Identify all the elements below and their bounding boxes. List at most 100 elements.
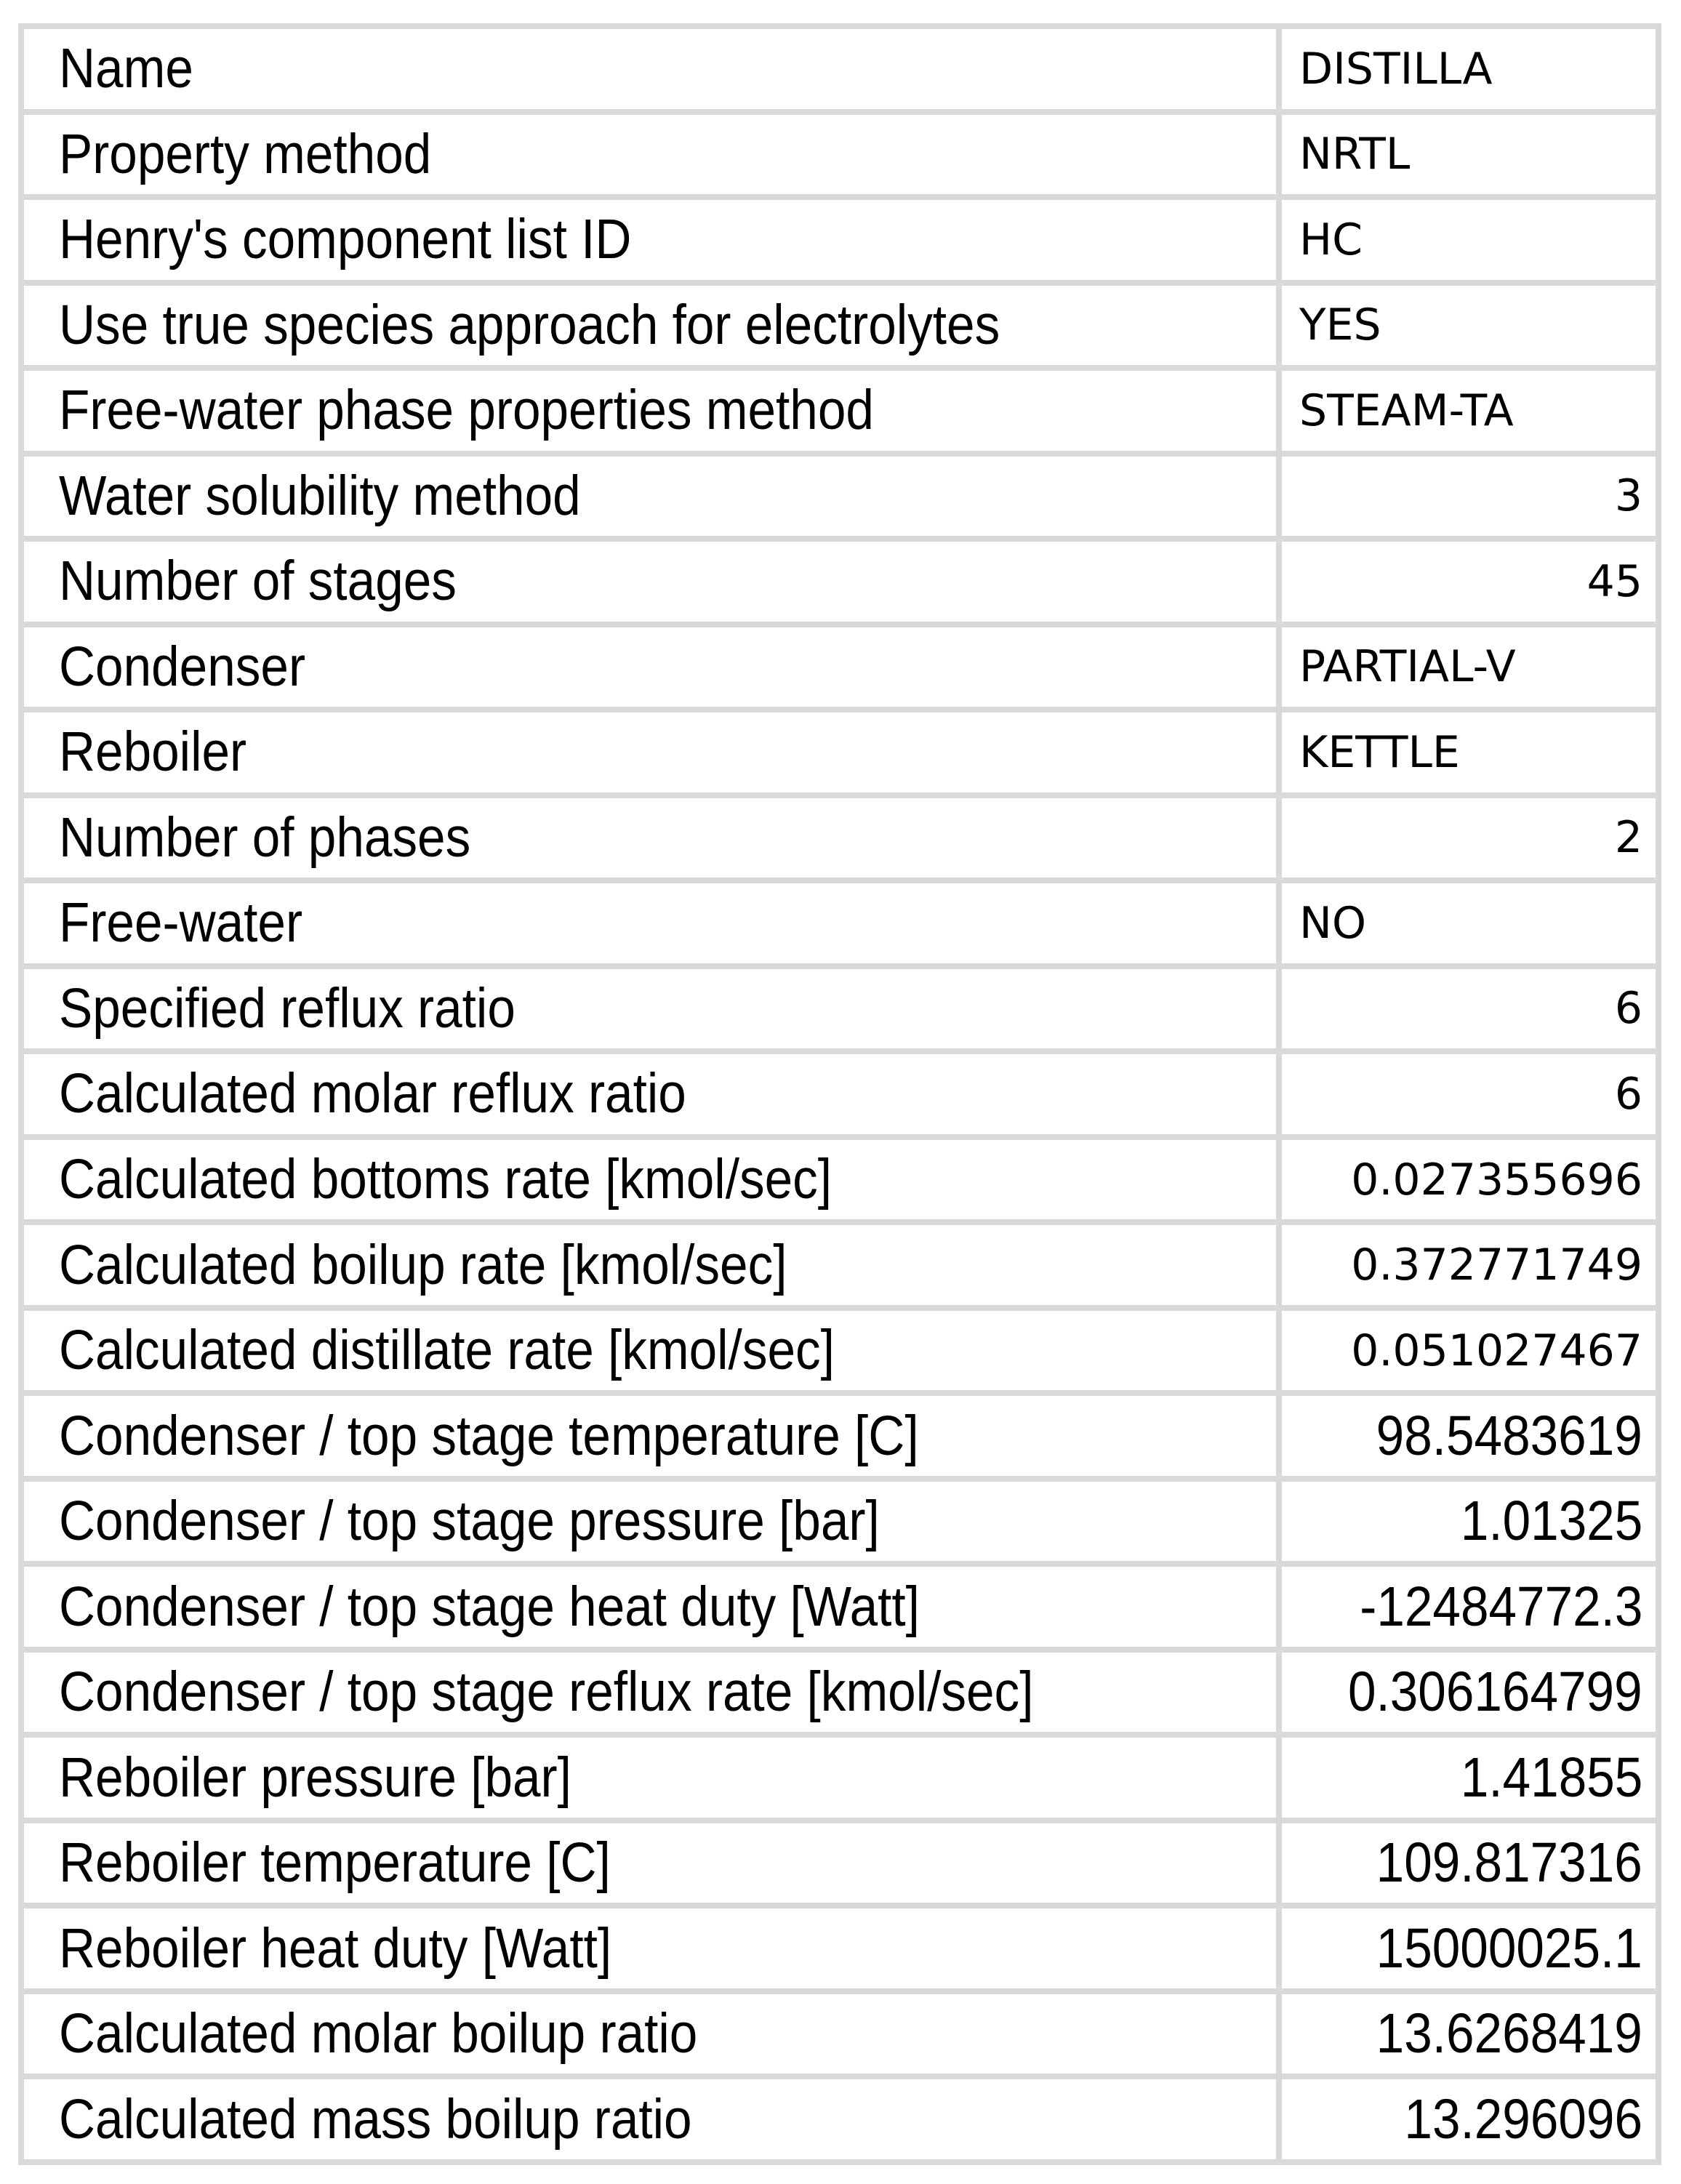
property-value-cell: 15000025.1	[1282, 1908, 1656, 1988]
property-value-cell: 6	[1282, 1054, 1656, 1134]
property-label-cell: Condenser / top stage temperature [C]	[24, 1396, 1276, 1476]
property-value-cell: 13.6268419	[1282, 1994, 1656, 2074]
property-value: 1.41855	[1460, 1746, 1642, 1809]
property-value: HC	[1299, 214, 1363, 265]
property-value: YES	[1299, 300, 1381, 351]
property-value: 98.5483619	[1376, 1404, 1642, 1467]
property-value-cell: -12484772.3	[1282, 1567, 1656, 1647]
property-label: Condenser / top stage heat duty [Watt]	[59, 1575, 920, 1638]
property-value-cell: 13.296096	[1282, 2079, 1656, 2159]
property-label-cell: Calculated distillate rate [kmol/sec]	[24, 1310, 1276, 1391]
property-label-cell: Calculated bottoms rate [kmol/sec]	[24, 1139, 1276, 1220]
property-label-cell: Free-water	[24, 883, 1276, 963]
property-value-cell: 1.01325	[1282, 1481, 1656, 1562]
property-label: Calculated mass boilup ratio	[59, 2087, 692, 2151]
property-value: 109.817316	[1376, 1831, 1642, 1895]
property-label: Reboiler pressure [bar]	[59, 1746, 571, 1809]
property-label: Free-water phase properties method	[59, 379, 874, 442]
property-label-cell: Name	[24, 29, 1276, 109]
property-label-cell: Reboiler	[24, 712, 1276, 792]
property-label: Free-water	[59, 891, 303, 955]
property-value-cell: 0.372771749	[1282, 1225, 1656, 1305]
property-label-cell: Specified reflux ratio	[24, 968, 1276, 1049]
properties-table: Name DISTILLA Property method NRTL Henry…	[18, 23, 1661, 2165]
property-value: 15000025.1	[1376, 1916, 1642, 1980]
property-value: 6	[1614, 983, 1642, 1035]
property-value-cell: 2	[1282, 798, 1656, 878]
property-value-cell: NRTL	[1282, 114, 1656, 195]
property-value-cell: KETTLE	[1282, 712, 1656, 792]
property-value: 13.296096	[1404, 2087, 1642, 2151]
property-value: 1.01325	[1460, 1490, 1642, 1553]
property-value-cell: DISTILLA	[1282, 29, 1656, 109]
property-label-cell: Number of stages	[24, 542, 1276, 622]
property-label: Calculated boilup rate [kmol/sec]	[59, 1233, 787, 1296]
property-value: 3	[1614, 470, 1642, 522]
property-value-cell: 45	[1282, 542, 1656, 622]
property-label-cell: Condenser	[24, 627, 1276, 707]
property-value-cell: NO	[1282, 883, 1656, 963]
property-value-cell: 6	[1282, 968, 1656, 1049]
property-label-cell: Free-water phase properties method	[24, 371, 1276, 451]
property-label-cell: Calculated boilup rate [kmol/sec]	[24, 1225, 1276, 1305]
property-label: Property method	[59, 122, 432, 185]
property-label: Number of phases	[59, 806, 471, 869]
property-value: NO	[1299, 897, 1367, 949]
property-label-cell: Reboiler pressure [bar]	[24, 1738, 1276, 1818]
property-value: PARTIAL-V	[1299, 641, 1516, 693]
property-label: Specified reflux ratio	[59, 976, 515, 1040]
property-label: Calculated distillate rate [kmol/sec]	[59, 1319, 835, 1382]
property-value: 2	[1614, 812, 1642, 864]
property-value: KETTLE	[1299, 726, 1460, 778]
property-label-cell: Reboiler heat duty [Watt]	[24, 1908, 1276, 1988]
property-label: Name	[59, 37, 193, 100]
property-label: Condenser / top stage temperature [C]	[59, 1404, 919, 1467]
property-value-cell: HC	[1282, 200, 1656, 280]
property-value-cell: 0.027355696	[1282, 1139, 1656, 1220]
property-value: 0.027355696	[1351, 1154, 1642, 1205]
property-label-cell: Calculated molar boilup ratio	[24, 1994, 1276, 2074]
property-value-cell: YES	[1282, 285, 1656, 366]
property-value: 13.6268419	[1376, 2002, 1642, 2065]
property-label-cell: Calculated molar reflux ratio	[24, 1054, 1276, 1134]
property-label: Calculated bottoms rate [kmol/sec]	[59, 1148, 833, 1211]
property-value: 0.306164799	[1348, 1661, 1642, 1724]
property-label-cell: Condenser / top stage reflux rate [kmol/…	[24, 1652, 1276, 1733]
property-value: STEAM-TA	[1299, 385, 1514, 436]
property-value-cell: 3	[1282, 456, 1656, 537]
property-label: Calculated molar boilup ratio	[59, 2002, 698, 2065]
property-label-cell: Condenser / top stage pressure [bar]	[24, 1481, 1276, 1562]
property-label: Reboiler heat duty [Watt]	[59, 1916, 612, 1980]
property-value-cell: 109.817316	[1282, 1823, 1656, 1903]
property-value-cell: 0.306164799	[1282, 1652, 1656, 1733]
property-label: Calculated molar reflux ratio	[59, 1062, 686, 1125]
property-value: 45	[1586, 555, 1642, 607]
property-value: DISTILLA	[1299, 43, 1493, 95]
property-label: Condenser	[59, 635, 306, 698]
property-label: Condenser / top stage pressure [bar]	[59, 1490, 880, 1553]
property-value-cell: STEAM-TA	[1282, 371, 1656, 451]
property-value: 0.051027467	[1351, 1325, 1642, 1376]
property-label: Henry's component list ID	[59, 208, 632, 271]
property-value-cell: 1.41855	[1282, 1738, 1656, 1818]
property-value: 0.372771749	[1351, 1240, 1642, 1291]
property-label-cell: Use true species approach for electrolyt…	[24, 285, 1276, 366]
property-value: NRTL	[1299, 129, 1411, 180]
property-value-cell: PARTIAL-V	[1282, 627, 1656, 707]
property-label: Condenser / top stage reflux rate [kmol/…	[59, 1661, 1034, 1724]
property-label: Use true species approach for electrolyt…	[59, 293, 1000, 356]
property-label: Reboiler	[59, 720, 247, 784]
property-label-cell: Water solubility method	[24, 456, 1276, 537]
property-label-cell: Henry's component list ID	[24, 200, 1276, 280]
property-value-cell: 98.5483619	[1282, 1396, 1656, 1476]
property-value: -12484772.3	[1359, 1575, 1642, 1638]
property-label-cell: Reboiler temperature [C]	[24, 1823, 1276, 1903]
property-label: Reboiler temperature [C]	[59, 1831, 611, 1895]
property-label-cell: Condenser / top stage heat duty [Watt]	[24, 1567, 1276, 1647]
property-label: Number of stages	[59, 550, 457, 613]
property-label-cell: Number of phases	[24, 798, 1276, 878]
property-label-cell: Property method	[24, 114, 1276, 195]
property-value-cell: 0.051027467	[1282, 1310, 1656, 1391]
property-label: Water solubility method	[59, 464, 581, 527]
property-value: 6	[1614, 1068, 1642, 1120]
